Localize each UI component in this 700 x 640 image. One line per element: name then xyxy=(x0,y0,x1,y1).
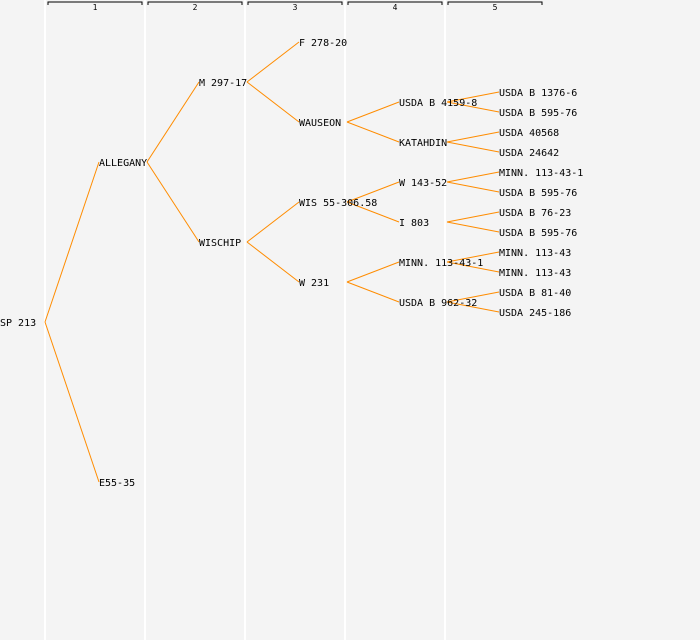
generation-bracket xyxy=(147,1,243,5)
ancestor-node[interactable]: USDA B 595-76 xyxy=(499,228,577,239)
parent-edge xyxy=(246,41,300,83)
ancestor-node[interactable]: F 278-20 xyxy=(299,38,347,49)
ancestor-node[interactable]: USDA B 962-32 xyxy=(399,298,477,309)
generation-bracket xyxy=(47,1,143,5)
generation-label: 5 xyxy=(493,3,498,12)
parent-edge xyxy=(44,161,100,323)
ancestor-node[interactable]: USDA 40568 xyxy=(499,128,559,139)
parent-edge xyxy=(346,201,400,223)
ancestor-node[interactable]: USDA 245-186 xyxy=(499,308,571,319)
parent-edge xyxy=(446,131,500,143)
ancestor-node[interactable]: USDA B 76-23 xyxy=(499,208,571,219)
parent-edge xyxy=(44,321,100,483)
tree-nodes: SP 213 ALLEGANY M 297-17 F 278-20 WAUSEON USD… xyxy=(0,38,583,489)
parent-edge xyxy=(446,221,500,233)
ancestor-node[interactable]: USDA B 595-76 xyxy=(499,108,577,119)
parent-edge xyxy=(446,181,500,193)
generation-bracket xyxy=(347,1,443,5)
root-node[interactable]: SP 213 xyxy=(0,318,36,329)
tree-edges xyxy=(44,41,500,483)
parent-edge xyxy=(446,211,500,223)
generation-label: 3 xyxy=(293,3,298,12)
generation-columns xyxy=(44,0,446,640)
generation-headers: 1 2 3 4 5 xyxy=(47,1,543,12)
ancestor-node[interactable]: USDA B 595-76 xyxy=(499,188,577,199)
ancestor-node[interactable]: USDA B 81-40 xyxy=(499,288,571,299)
ancestor-node[interactable]: USDA B 4159-8 xyxy=(399,98,477,109)
ancestor-node[interactable]: ALLEGANY xyxy=(99,158,147,169)
ancestor-node[interactable]: E55-35 xyxy=(99,478,135,489)
parent-edge xyxy=(446,171,500,183)
parent-edge xyxy=(446,101,500,113)
generation-label: 4 xyxy=(393,3,398,12)
ancestor-node[interactable]: WAUSEON xyxy=(299,118,341,129)
ancestor-node[interactable]: W 231 xyxy=(299,278,329,289)
ancestor-node[interactable]: MINN. 113-43-1 xyxy=(399,258,483,269)
ancestor-node[interactable]: I 803 xyxy=(399,218,429,229)
parent-edge xyxy=(446,301,500,313)
parent-edge xyxy=(446,251,500,263)
parent-edge xyxy=(346,181,400,203)
ancestor-node[interactable]: USDA 24642 xyxy=(499,148,559,159)
ancestor-node[interactable]: MINN. 113-43 xyxy=(499,248,571,259)
ancestor-node[interactable]: MINN. 113-43-1 xyxy=(499,168,583,179)
parent-edge xyxy=(346,121,400,143)
ancestor-node[interactable]: USDA B 1376-6 xyxy=(499,88,577,99)
ancestor-node[interactable]: MINN. 113-43 xyxy=(499,268,571,279)
parent-edge xyxy=(446,261,500,273)
parent-edge xyxy=(446,291,500,303)
generation-label: 1 xyxy=(93,3,98,12)
parent-edge xyxy=(446,91,500,103)
generation-bracket xyxy=(447,1,543,5)
generation-bracket xyxy=(247,1,343,5)
parent-edge xyxy=(146,161,200,243)
parent-edge xyxy=(246,81,300,123)
ancestor-node[interactable]: KATAHDIN xyxy=(399,138,447,149)
parent-edge xyxy=(346,101,400,123)
ancestor-node[interactable]: WISCHIP xyxy=(199,238,241,249)
parent-edge xyxy=(346,261,400,283)
parent-edge xyxy=(246,201,300,243)
parent-edge xyxy=(246,241,300,283)
ancestor-node[interactable]: W 143-52 xyxy=(399,178,447,189)
generation-label: 2 xyxy=(193,3,198,12)
ancestor-node[interactable]: WIS 55-306.58 xyxy=(299,198,377,209)
parent-edge xyxy=(346,281,400,303)
parent-edge xyxy=(146,81,200,163)
parent-edge xyxy=(446,141,500,153)
ancestor-node[interactable]: M 297-17 xyxy=(199,78,247,89)
